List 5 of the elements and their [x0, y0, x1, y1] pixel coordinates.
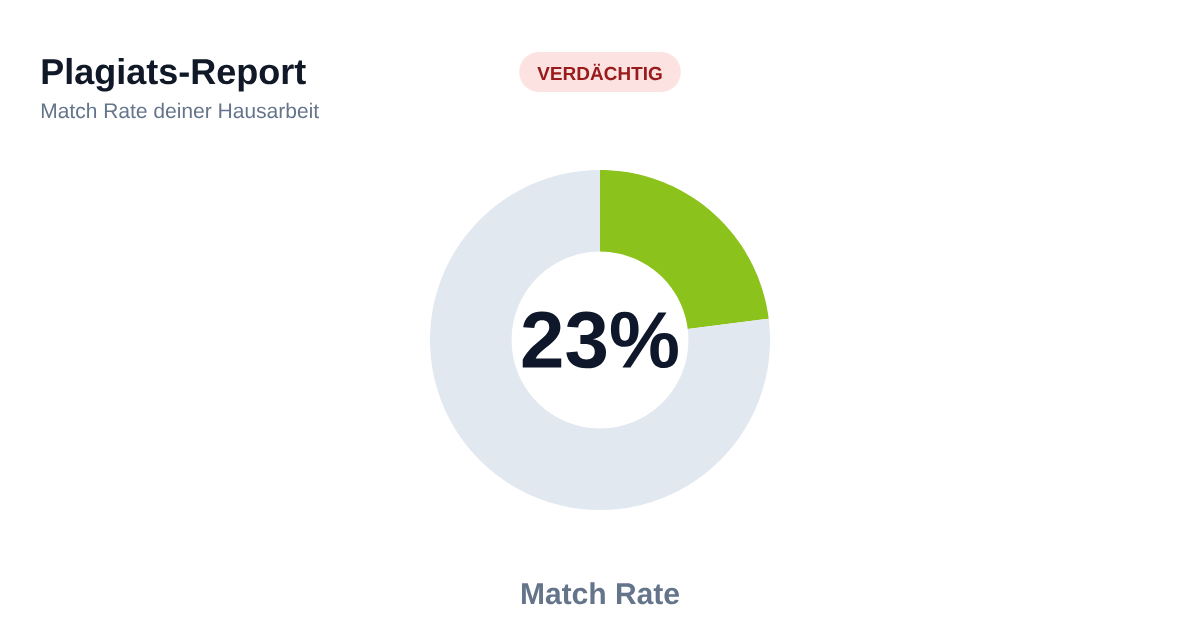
data-label: 23% — [522, 311, 678, 369]
text: Match Rate — [522, 582, 679, 605]
text: Match Rate deiner Hausarbeit — [41, 102, 319, 119]
text: VERDÄCHTIG — [537, 63, 662, 81]
chart-title: Plagiats-Report — [42, 57, 306, 92]
